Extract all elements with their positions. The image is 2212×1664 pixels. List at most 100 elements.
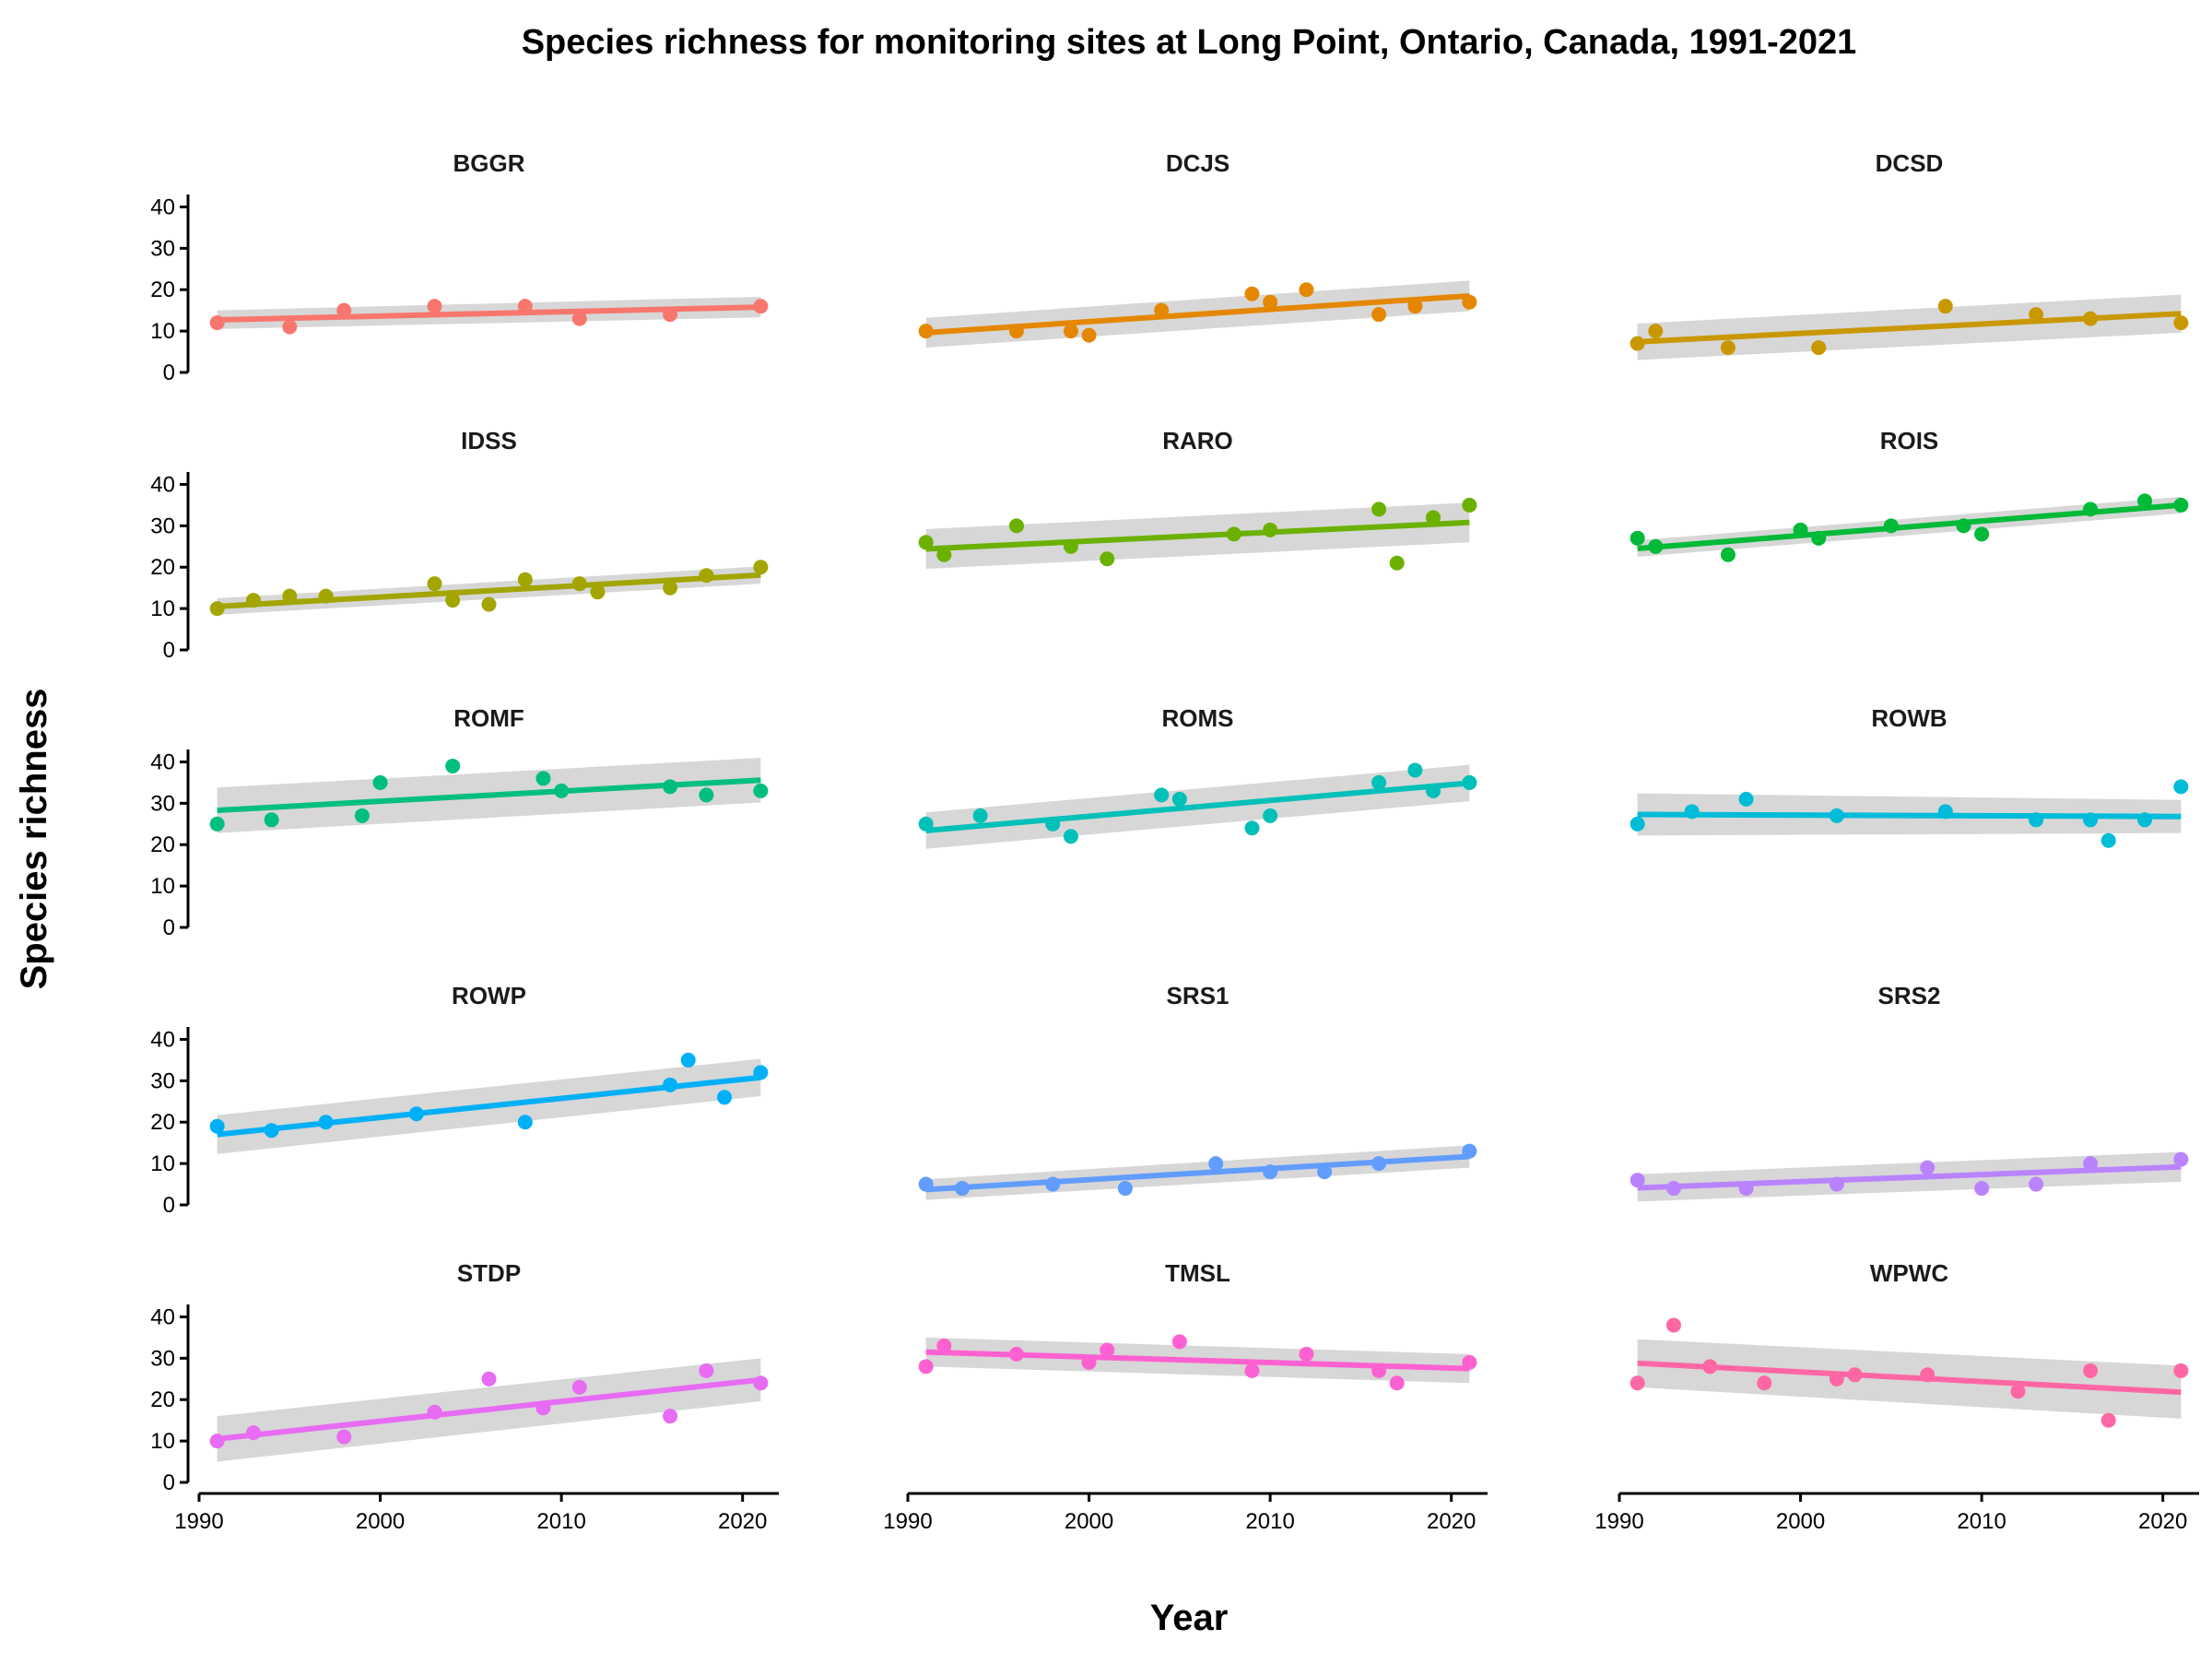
data-point [571,1379,587,1395]
data-point [481,1371,497,1387]
data-point [354,808,370,823]
data-point [717,1090,733,1105]
data-point [1462,1354,1477,1370]
data-point [209,1118,225,1134]
data-point [318,1115,334,1130]
data-point [1063,829,1078,844]
y-tick-label: 10 [150,1429,175,1454]
trend-line [1637,811,2182,820]
trend-line [1637,502,2182,552]
data-point [1937,299,1953,314]
x-tick-label: 2020 [718,1509,767,1534]
data-point [1829,1176,1844,1192]
panel-title: RARO [1162,427,1233,454]
x-tick-label: 1990 [174,1509,223,1534]
trend-line [217,572,761,609]
data-point [1665,1317,1681,1333]
data-point [1811,530,1827,546]
data-point [1720,547,1735,562]
data-point [2173,315,2189,331]
x-tick-label: 2010 [1957,1509,2006,1534]
panel-romf: ROMF 0 10 20 30 40 [150,704,769,940]
data-point [1371,307,1387,323]
y-tick-label: 10 [150,596,175,621]
data-point [1371,1363,1387,1378]
y-tick-label: 10 [150,319,175,344]
data-point [1974,1181,1990,1197]
data-point [2083,1363,2099,1378]
data-point [2173,1363,2189,1378]
data-point [2083,812,2099,828]
data-point [1648,324,1664,339]
data-point [1299,1346,1314,1362]
data-point [209,315,225,331]
y-tick-label: 0 [163,1193,175,1218]
data-point [1263,294,1278,310]
data-point [699,1363,714,1378]
data-point [954,1181,970,1197]
data-point [2137,493,2153,509]
data-point [1317,1164,1333,1180]
data-point [2173,497,2189,513]
x-tick-label: 2000 [1065,1509,1113,1534]
data-point [1665,1181,1681,1197]
panel-title: ROIS [1880,427,1939,454]
y-tick-label: 0 [163,360,175,385]
data-point [1226,526,1241,542]
data-point [1208,1156,1224,1172]
data-point [1829,1371,1844,1387]
data-point [1081,1354,1097,1370]
data-point [1829,808,1844,823]
data-point [1008,324,1024,339]
data-point [2029,307,2044,323]
data-point [571,576,587,592]
data-point [1063,324,1078,339]
data-point [663,779,678,795]
data-point [1100,551,1115,567]
data-point [282,588,298,604]
data-point [590,584,606,600]
y-tick-label: 20 [150,1110,175,1135]
x-tick-label: 2010 [536,1509,585,1534]
data-point [209,1434,225,1449]
panel-wpwc: WPWC 1990 2000 2010 2020 [1594,1259,2199,1534]
data-point [445,758,461,773]
data-point [2083,1156,2099,1172]
data-point [1630,1375,1645,1391]
y-tick-label: 20 [150,1387,175,1412]
data-point [2029,812,2044,828]
data-point [1738,791,1754,807]
panel-title: DCJS [1166,149,1230,177]
y-tick-label: 30 [150,791,175,816]
data-point [245,593,261,608]
data-point [535,1400,551,1416]
trend-line [925,1153,1470,1193]
panel-title: DCSD [1876,149,1944,177]
data-point [918,1359,934,1375]
panel-title: SRS2 [1878,982,1941,1009]
data-point [427,576,442,592]
data-point [1462,497,1477,513]
x-tick-label: 2010 [1245,1509,1294,1534]
data-point [2100,1412,2116,1428]
data-point [1462,1143,1477,1159]
panel-stdp: STDP 0 10 20 30 40 1990 2000 2010 2020 [150,1259,779,1534]
data-point [336,302,352,318]
trend-line [925,780,1470,833]
y-tick-label: 0 [163,638,175,663]
trend-line [1637,1360,2182,1396]
panel-title: TMSL [1165,1259,1230,1287]
data-point [517,299,533,314]
y-tick-label: 40 [150,195,175,219]
data-point [1426,783,1441,798]
data-point [753,783,769,798]
data-point [918,535,934,550]
data-point [663,580,678,596]
data-point [1462,294,1477,310]
panel-roms: ROMS [918,704,1477,849]
x-tick-label: 1990 [883,1509,932,1534]
data-point [1426,510,1441,525]
data-point [1154,302,1170,318]
panel-title: SRS1 [1167,982,1230,1009]
y-tick-label: 30 [150,1068,175,1093]
